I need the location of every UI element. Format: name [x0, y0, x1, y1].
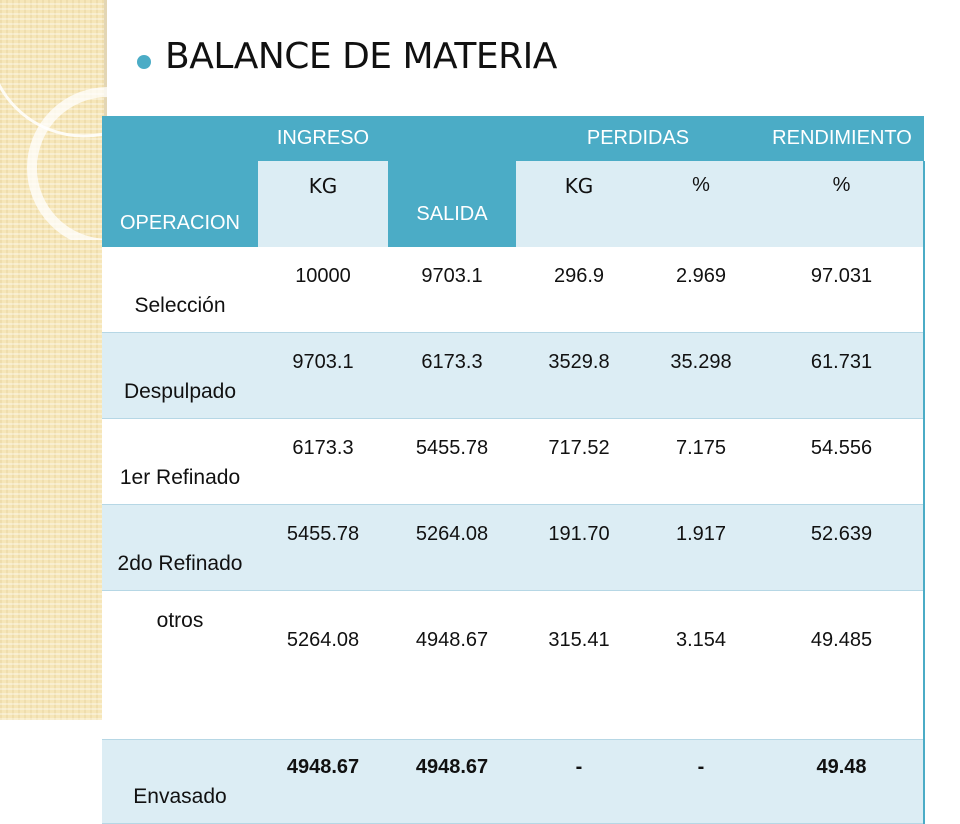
cell-ingreso: 4948.67: [258, 739, 388, 824]
cell-salida: 5455.78: [388, 418, 516, 505]
table-row: Despulpado 9703.1 6173.3 3529.8 35.298 6…: [102, 332, 925, 419]
cell-salida: 5264.08: [388, 504, 516, 591]
header-operacion-top: [102, 116, 258, 161]
header-row-1: INGRESO PERDIDAS RENDIMIENTO: [102, 116, 924, 161]
cell-operacion: otros: [102, 590, 258, 740]
cell-operacion: Despulpado: [102, 332, 258, 419]
cell-operacion: 1er Refinado: [102, 418, 258, 505]
cell-salida: 9703.1: [388, 247, 516, 333]
cell-rendimiento: 61.731: [760, 332, 925, 419]
cell-perdidas-pct: 35.298: [642, 332, 760, 419]
cell-ingreso: 5264.08: [258, 590, 388, 740]
header-rendimiento: RENDIMIENTO: [760, 116, 924, 161]
cell-perdidas-pct: 2.969: [642, 247, 760, 333]
cell-rendimiento: 52.639: [760, 504, 925, 591]
cell-ingreso: 6173.3: [258, 418, 388, 505]
bullet-icon: [137, 55, 151, 69]
cell-perdidas-kg: 315.41: [516, 590, 642, 740]
cell-ingreso: 10000: [258, 247, 388, 333]
cell-operacion: Selección: [102, 247, 258, 333]
cell-perdidas-pct: 7.175: [642, 418, 760, 505]
cell-rendimiento: 49.485: [760, 590, 925, 740]
cell-perdidas-kg: 3529.8: [516, 332, 642, 419]
cell-salida: 4948.67: [388, 739, 516, 824]
header-perdidas: PERDIDAS: [516, 116, 760, 161]
table-row: otros 5264.08 4948.67 315.41 3.154 49.48…: [102, 590, 925, 740]
cell-perdidas-pct: -: [642, 739, 760, 824]
header-ingreso-kg: KG: [258, 161, 388, 247]
table-row: Envasado 4948.67 4948.67 - - 49.48: [102, 739, 925, 824]
header-operacion: OPERACION: [102, 161, 258, 247]
cell-operacion: Envasado: [102, 739, 258, 824]
table-row: Selección 10000 9703.1 296.9 2.969 97.03…: [102, 247, 925, 333]
table-row: 2do Refinado 5455.78 5264.08 191.70 1.91…: [102, 504, 925, 591]
header-row-2: OPERACION KG SALIDA KG % %: [102, 161, 925, 247]
cell-rendimiento: 97.031: [760, 247, 925, 333]
cell-rendimiento: 49.48: [760, 739, 925, 824]
cell-rendimiento: 54.556: [760, 418, 925, 505]
cell-perdidas-kg: -: [516, 739, 642, 824]
header-salida: SALIDA: [388, 161, 516, 247]
table-row: 1er Refinado 6173.3 5455.78 717.52 7.175…: [102, 418, 925, 505]
cell-ingreso: 9703.1: [258, 332, 388, 419]
header-salida-top: [388, 116, 516, 161]
cell-salida: 4948.67: [388, 590, 516, 740]
header-perdidas-kg: KG: [516, 161, 642, 247]
cell-salida: 6173.3: [388, 332, 516, 419]
cell-perdidas-kg: 191.70: [516, 504, 642, 591]
cell-perdidas-pct: 3.154: [642, 590, 760, 740]
material-balance-table: INGRESO PERDIDAS RENDIMIENTO OPERACION K…: [102, 116, 925, 824]
cell-perdidas-kg: 296.9: [516, 247, 642, 333]
header-perdidas-pct: %: [642, 161, 760, 247]
cell-ingreso: 5455.78: [258, 504, 388, 591]
cell-perdidas-pct: 1.917: [642, 504, 760, 591]
cell-operacion: 2do Refinado: [102, 504, 258, 591]
cell-perdidas-kg: 717.52: [516, 418, 642, 505]
header-ingreso: INGRESO: [258, 116, 388, 161]
slide-title: BALANCE DE MATERIA: [165, 36, 557, 77]
header-rendimiento-pct: %: [760, 161, 925, 247]
